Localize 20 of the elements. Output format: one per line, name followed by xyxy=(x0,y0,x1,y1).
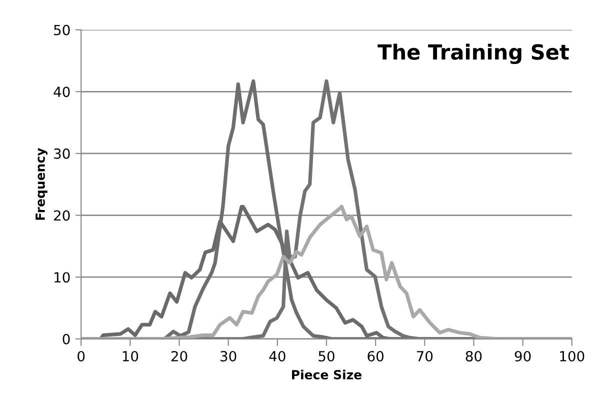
x-axis-title: Piece Size xyxy=(292,370,362,380)
text: The Training Set xyxy=(378,44,569,64)
x-tick-label: 60 xyxy=(368,350,384,362)
y-tick-label: 50 xyxy=(54,24,70,36)
x-tick-label: 20 xyxy=(171,350,188,362)
y-tick-label: 40 xyxy=(54,86,70,98)
x-tick-label: 50 xyxy=(318,350,334,362)
y-tick-label: 30 xyxy=(54,148,70,159)
y-tick-label: 20 xyxy=(54,210,70,221)
x-tick-label: 40 xyxy=(269,350,286,362)
x-tick-label: 30 xyxy=(220,350,236,362)
y-tick-label: 0 xyxy=(62,334,70,344)
x-tick-label: 70 xyxy=(416,350,433,362)
y-tick-label: 10 xyxy=(54,272,70,283)
x-tick-label: 90 xyxy=(514,350,531,362)
x-tick-label: 0 xyxy=(78,350,85,362)
x-tick-label: 80 xyxy=(466,350,482,362)
x-tick-label: 100 xyxy=(560,350,584,362)
y-axis-title: Frequency xyxy=(36,148,48,220)
x-tick-label: 10 xyxy=(122,350,138,362)
